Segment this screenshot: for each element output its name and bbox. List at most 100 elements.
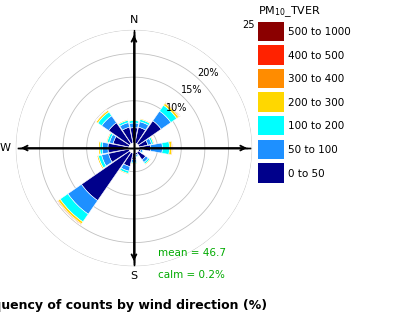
- Text: 300 to 400: 300 to 400: [288, 74, 345, 84]
- Text: N: N: [130, 15, 138, 25]
- Bar: [96, 110, 108, 122]
- Bar: [100, 142, 103, 154]
- Text: E: E: [257, 143, 264, 153]
- Bar: [118, 119, 128, 124]
- Text: 25: 25: [242, 20, 255, 31]
- Bar: [149, 137, 153, 144]
- Bar: [146, 138, 152, 145]
- Text: 200 to 300: 200 to 300: [288, 98, 345, 108]
- Bar: [130, 123, 138, 128]
- Bar: [97, 156, 103, 169]
- Bar: [119, 171, 128, 175]
- Text: 15%: 15%: [181, 85, 203, 95]
- Bar: [98, 112, 112, 126]
- Bar: [140, 118, 151, 123]
- Bar: [108, 143, 134, 153]
- Bar: [165, 103, 179, 117]
- Bar: [162, 142, 169, 154]
- Bar: [136, 154, 139, 156]
- Bar: [96, 110, 109, 123]
- Bar: [129, 120, 139, 121]
- Bar: [98, 142, 99, 154]
- Bar: [130, 128, 138, 148]
- Bar: [134, 148, 146, 160]
- Bar: [160, 105, 177, 123]
- Text: S: S: [130, 271, 138, 281]
- Text: 500 to 1000: 500 to 1000: [288, 27, 351, 37]
- Bar: [171, 141, 173, 155]
- Bar: [98, 142, 100, 154]
- Bar: [123, 127, 134, 148]
- Bar: [142, 150, 144, 154]
- Text: Frequency of counts by wind direction (%): Frequency of counts by wind direction (%…: [0, 299, 267, 312]
- Bar: [136, 155, 139, 157]
- Bar: [107, 133, 113, 143]
- Bar: [102, 142, 108, 154]
- Bar: [106, 133, 111, 142]
- Bar: [132, 160, 136, 162]
- Bar: [113, 136, 134, 148]
- Bar: [121, 164, 130, 171]
- Polygon shape: [129, 143, 139, 153]
- Bar: [144, 158, 150, 164]
- Bar: [151, 137, 154, 144]
- Bar: [164, 103, 179, 118]
- Bar: [118, 119, 128, 123]
- Bar: [141, 150, 144, 153]
- Bar: [57, 201, 81, 225]
- Text: 10%: 10%: [165, 103, 187, 113]
- Bar: [145, 160, 151, 165]
- Bar: [82, 148, 134, 201]
- Bar: [139, 119, 150, 125]
- Bar: [142, 156, 149, 163]
- Bar: [131, 164, 137, 165]
- Bar: [102, 116, 117, 131]
- Bar: [58, 199, 83, 224]
- Bar: [119, 120, 128, 126]
- Bar: [131, 163, 137, 165]
- Bar: [110, 135, 116, 144]
- Text: calm = 0.2%: calm = 0.2%: [158, 270, 225, 280]
- Bar: [165, 102, 180, 117]
- Bar: [169, 141, 172, 155]
- Text: 100 to 200: 100 to 200: [288, 122, 345, 131]
- Bar: [145, 159, 151, 165]
- Bar: [134, 148, 138, 155]
- Bar: [60, 194, 88, 222]
- Bar: [151, 136, 155, 144]
- Bar: [124, 148, 134, 167]
- Bar: [138, 122, 149, 130]
- Bar: [120, 168, 129, 174]
- Text: 20%: 20%: [197, 68, 219, 78]
- Bar: [136, 156, 139, 158]
- Bar: [109, 123, 134, 148]
- Text: 50 to 100: 50 to 100: [288, 145, 338, 155]
- Bar: [57, 201, 81, 226]
- Bar: [129, 121, 139, 123]
- Bar: [134, 148, 141, 152]
- Bar: [140, 118, 151, 123]
- Bar: [172, 141, 173, 155]
- Bar: [98, 155, 106, 168]
- Bar: [134, 121, 161, 148]
- Bar: [97, 156, 102, 169]
- Bar: [58, 200, 82, 225]
- Bar: [166, 102, 180, 116]
- Bar: [134, 127, 145, 148]
- Text: 0 to 50: 0 to 50: [288, 169, 325, 179]
- Text: W: W: [0, 143, 11, 153]
- Bar: [153, 111, 171, 129]
- Bar: [102, 153, 112, 166]
- Bar: [119, 170, 128, 175]
- Bar: [132, 148, 136, 160]
- Bar: [150, 143, 162, 153]
- Text: PM$_{10}$_TVER: PM$_{10}$_TVER: [258, 4, 321, 19]
- Bar: [106, 132, 110, 142]
- Bar: [68, 184, 98, 214]
- Bar: [134, 145, 151, 151]
- Bar: [108, 148, 134, 162]
- Bar: [131, 162, 137, 164]
- Bar: [134, 140, 148, 148]
- Bar: [120, 123, 130, 130]
- Text: 400 to 500: 400 to 500: [288, 51, 345, 60]
